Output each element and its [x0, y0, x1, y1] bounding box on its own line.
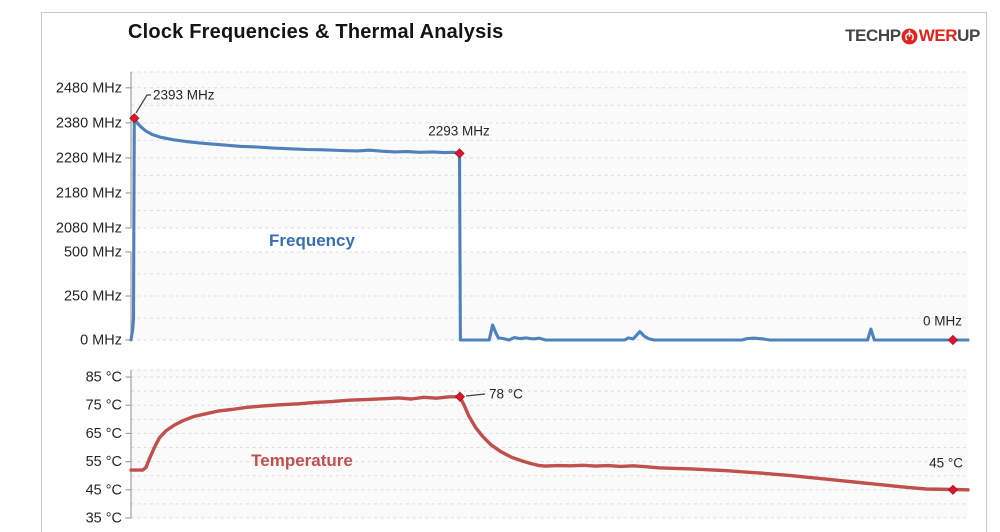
annotation-label: 0 MHz	[923, 314, 962, 329]
tick-label: 2380 MHz	[56, 115, 122, 131]
plot-area	[131, 72, 968, 228]
tick-label: 0 MHz	[80, 333, 122, 349]
logo-text-wer: WER	[918, 26, 958, 45]
logo-text-techp: TECHP	[845, 26, 901, 45]
annotation-label: 78 °C	[489, 387, 523, 402]
tick-label: 500 MHz	[64, 245, 122, 261]
tick-label: 35 °C	[86, 511, 122, 527]
tick-label: 2480 MHz	[56, 80, 122, 96]
tick-label: 250 MHz	[64, 289, 122, 305]
power-button-icon	[901, 28, 918, 44]
temperature-line	[129, 395, 970, 492]
tick-label: 45 °C	[86, 482, 122, 498]
annotation-leader	[465, 393, 486, 397]
annotation-label: 45 °C	[929, 456, 963, 471]
annotation-leader	[135, 94, 151, 114]
frequency-series-label: Frequency	[269, 231, 356, 250]
data-point-marker	[947, 484, 959, 495]
data-point-marker	[947, 334, 959, 346]
chart-title: Clock Frequencies & Thermal Analysis	[128, 21, 504, 43]
logo-text-up: UP	[957, 26, 980, 45]
tick-label: 85 °C	[86, 370, 122, 386]
annotation-label: 2393 MHz	[153, 88, 215, 103]
tick-label: 75 °C	[86, 398, 122, 414]
frequency-chart: 2480 MHz 2380 MHz 2280 MHz 2180 MHz 2080 MHz…	[56, 71, 970, 349]
tick-label: 2280 MHz	[56, 150, 122, 166]
annotation-label: 2293 MHz	[428, 124, 490, 139]
data-point-marker	[129, 113, 140, 124]
tick-label: 2180 MHz	[56, 185, 122, 201]
plot-area	[131, 370, 968, 518]
temperature-series-label: Temperature	[251, 451, 353, 470]
tick-label: 65 °C	[86, 426, 122, 442]
techpowerup-logo: TECHP WER UP	[845, 26, 980, 46]
data-point-marker	[454, 391, 466, 402]
tick-label: 2080 MHz	[56, 221, 122, 237]
data-point-marker	[454, 148, 465, 159]
tick-label: 55 °C	[86, 454, 122, 470]
temperature-chart: 85 °C 75 °C 65 °C 55 °C 45 °C 35 °C Temperatur…	[86, 369, 970, 527]
